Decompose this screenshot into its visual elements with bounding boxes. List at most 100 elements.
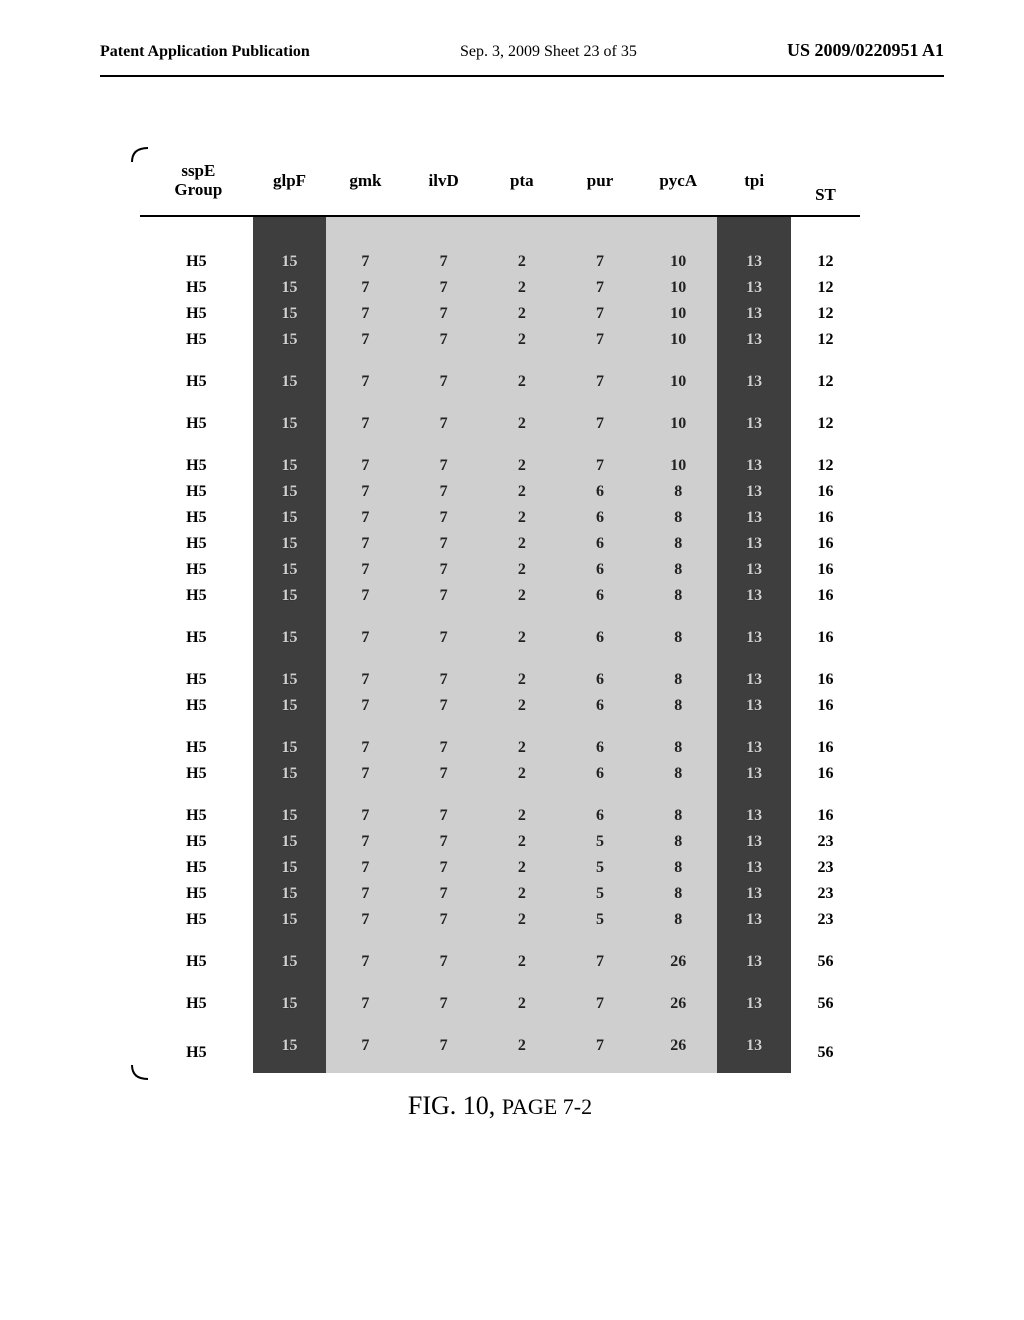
- cell: 13: [717, 505, 791, 531]
- cell: 23: [791, 829, 860, 855]
- cell: H5: [140, 1033, 253, 1073]
- cell: H5: [140, 327, 253, 353]
- cell: 13: [717, 453, 791, 479]
- cell: 7: [561, 1033, 639, 1073]
- table-row: H515772681316: [140, 735, 860, 761]
- table-row: H5157727261356: [140, 991, 860, 1017]
- cell: 16: [791, 531, 860, 557]
- cell: 7: [326, 453, 404, 479]
- cell: 7: [405, 275, 483, 301]
- cell: 7: [405, 907, 483, 933]
- cell: 7: [405, 625, 483, 651]
- cell: 7: [405, 249, 483, 275]
- cell: 15: [253, 411, 327, 437]
- cell: 13: [717, 949, 791, 975]
- table-row: H515772681316: [140, 625, 860, 651]
- cell: 13: [717, 583, 791, 609]
- cell: 13: [717, 531, 791, 557]
- cell: 2: [483, 761, 561, 787]
- cell: 2: [483, 583, 561, 609]
- cell: 13: [717, 667, 791, 693]
- cell: 12: [791, 301, 860, 327]
- cell: 13: [717, 735, 791, 761]
- cell: 13: [717, 479, 791, 505]
- cell: 15: [253, 1033, 327, 1073]
- cell: 12: [791, 275, 860, 301]
- cell: 10: [639, 249, 717, 275]
- cell: 8: [639, 583, 717, 609]
- cell: 15: [253, 693, 327, 719]
- cell: 7: [326, 557, 404, 583]
- cell: 15: [253, 625, 327, 651]
- table-row: H515772681316: [140, 803, 860, 829]
- cell: 7: [326, 693, 404, 719]
- cell: 13: [717, 991, 791, 1017]
- table-row-gap: [140, 233, 860, 249]
- cell: 7: [405, 583, 483, 609]
- cell: H5: [140, 829, 253, 855]
- table-row-gap: [140, 651, 860, 667]
- cell: 7: [561, 301, 639, 327]
- table-row-gap: [140, 437, 860, 453]
- cell: H5: [140, 761, 253, 787]
- col-header: gmk: [326, 150, 404, 216]
- cell: 7: [405, 327, 483, 353]
- cell: H5: [140, 301, 253, 327]
- cell: 2: [483, 949, 561, 975]
- cell: 2: [483, 881, 561, 907]
- cell: 13: [717, 557, 791, 583]
- cell: 8: [639, 829, 717, 855]
- cell: 7: [326, 855, 404, 881]
- cell: 15: [253, 829, 327, 855]
- table-row: H515772681316: [140, 479, 860, 505]
- cell: 2: [483, 625, 561, 651]
- cell: 8: [639, 803, 717, 829]
- cell: H5: [140, 907, 253, 933]
- cell: 10: [639, 301, 717, 327]
- cell: H5: [140, 249, 253, 275]
- cell: 16: [791, 735, 860, 761]
- cell: 2: [483, 557, 561, 583]
- col-header: sspEGroup: [140, 150, 253, 216]
- cell: 15: [253, 949, 327, 975]
- cell: 13: [717, 803, 791, 829]
- cell: 7: [405, 369, 483, 395]
- cell: 7: [561, 411, 639, 437]
- cell: 7: [561, 453, 639, 479]
- cell: 6: [561, 803, 639, 829]
- cell: 7: [405, 411, 483, 437]
- cell: 7: [326, 531, 404, 557]
- cell: 7: [405, 505, 483, 531]
- cell: 7: [326, 505, 404, 531]
- cell: 8: [639, 531, 717, 557]
- cell: 2: [483, 369, 561, 395]
- table-row: H515772681316: [140, 667, 860, 693]
- cell: 15: [253, 327, 327, 353]
- cell: 7: [405, 479, 483, 505]
- cell: 15: [253, 301, 327, 327]
- cell: H5: [140, 881, 253, 907]
- table-row: H515772581323: [140, 907, 860, 933]
- cell: H5: [140, 583, 253, 609]
- cell: 12: [791, 411, 860, 437]
- cell: 2: [483, 829, 561, 855]
- col-header: ST: [791, 150, 860, 216]
- table-row: H515772681316: [140, 761, 860, 787]
- cell: 26: [639, 991, 717, 1017]
- cell: 2: [483, 327, 561, 353]
- table-row: H515772681316: [140, 531, 860, 557]
- cell: 15: [253, 855, 327, 881]
- cell: 6: [561, 625, 639, 651]
- cell: 7: [405, 855, 483, 881]
- table-row-gap: [140, 1017, 860, 1033]
- table-row: H515772681316: [140, 557, 860, 583]
- col-header: pta: [483, 150, 561, 216]
- cell: 2: [483, 855, 561, 881]
- table-row-gap: [140, 787, 860, 803]
- col-header: ilvD: [405, 150, 483, 216]
- cell: 6: [561, 505, 639, 531]
- cell: H5: [140, 625, 253, 651]
- cell: H5: [140, 693, 253, 719]
- cell: 7: [326, 275, 404, 301]
- cell: 2: [483, 505, 561, 531]
